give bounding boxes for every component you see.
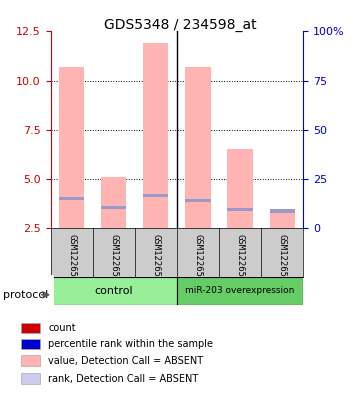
Bar — [59, 196, 84, 200]
Bar — [21, 355, 40, 366]
Bar — [21, 339, 40, 349]
Text: GDS5348 / 234598_at: GDS5348 / 234598_at — [104, 18, 257, 32]
Bar — [51, 277, 177, 305]
Text: rank, Detection Call = ABSENT: rank, Detection Call = ABSENT — [48, 374, 199, 384]
Bar — [177, 277, 303, 305]
Text: miR-203 overexpression: miR-203 overexpression — [186, 286, 295, 295]
Text: control: control — [95, 286, 133, 296]
Text: GSM1226586: GSM1226586 — [278, 234, 287, 288]
Text: GSM1226582: GSM1226582 — [109, 234, 118, 288]
Text: count: count — [48, 323, 76, 333]
Bar — [227, 149, 253, 230]
Bar — [59, 229, 84, 231]
Bar — [143, 229, 169, 231]
Text: GSM1226584: GSM1226584 — [193, 234, 203, 288]
Bar — [143, 194, 169, 197]
Bar — [185, 229, 210, 231]
Bar — [101, 177, 126, 230]
Bar — [227, 229, 253, 231]
Bar — [185, 198, 210, 202]
Text: GSM1226583: GSM1226583 — [151, 234, 160, 288]
Bar — [59, 67, 84, 230]
Bar — [227, 208, 253, 211]
Text: percentile rank within the sample: percentile rank within the sample — [48, 339, 213, 349]
Text: protocol: protocol — [3, 290, 48, 300]
Text: GSM1226581: GSM1226581 — [67, 234, 76, 288]
Bar — [270, 211, 295, 230]
Bar — [21, 323, 40, 333]
Bar — [101, 206, 126, 209]
Bar — [270, 209, 295, 213]
Bar — [185, 67, 210, 230]
Bar — [101, 229, 126, 231]
Bar — [143, 43, 169, 230]
Bar — [270, 229, 295, 231]
Text: value, Detection Call = ABSENT: value, Detection Call = ABSENT — [48, 356, 204, 366]
Text: GSM1226585: GSM1226585 — [236, 234, 244, 288]
Bar — [21, 373, 40, 384]
